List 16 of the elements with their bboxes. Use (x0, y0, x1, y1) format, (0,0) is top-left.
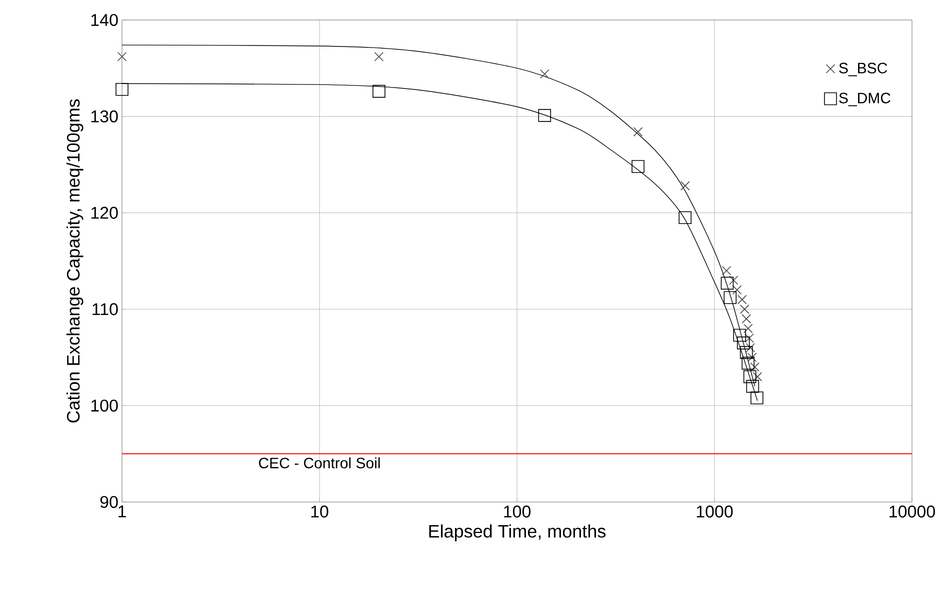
y-tick-label: 90 (100, 496, 118, 508)
x-tick-label: 10000 (890, 506, 935, 518)
y-tick-label: 110 (92, 303, 118, 316)
y-tick-label: 100 (91, 400, 118, 412)
x-axis-title: Elapsed Time, months (429, 524, 606, 542)
x-tick-label: 1 (118, 506, 126, 518)
x-tick-label: 10 (311, 506, 328, 518)
y-tick-label: 130 (91, 110, 118, 122)
x-tick-label: 100 (504, 506, 531, 518)
y-tick-label: 120 (91, 206, 118, 219)
y-axis-title: Cation Exchange Capacity, meq/100gms (66, 99, 84, 423)
y-tick-label: 140 (91, 14, 118, 26)
ref-line-label: CEC - Control Soil (259, 457, 380, 468)
x-tick-label: 1000 (696, 506, 733, 518)
legend-label: S_BSC (839, 62, 888, 76)
legend-label: S_DMC (839, 92, 890, 106)
